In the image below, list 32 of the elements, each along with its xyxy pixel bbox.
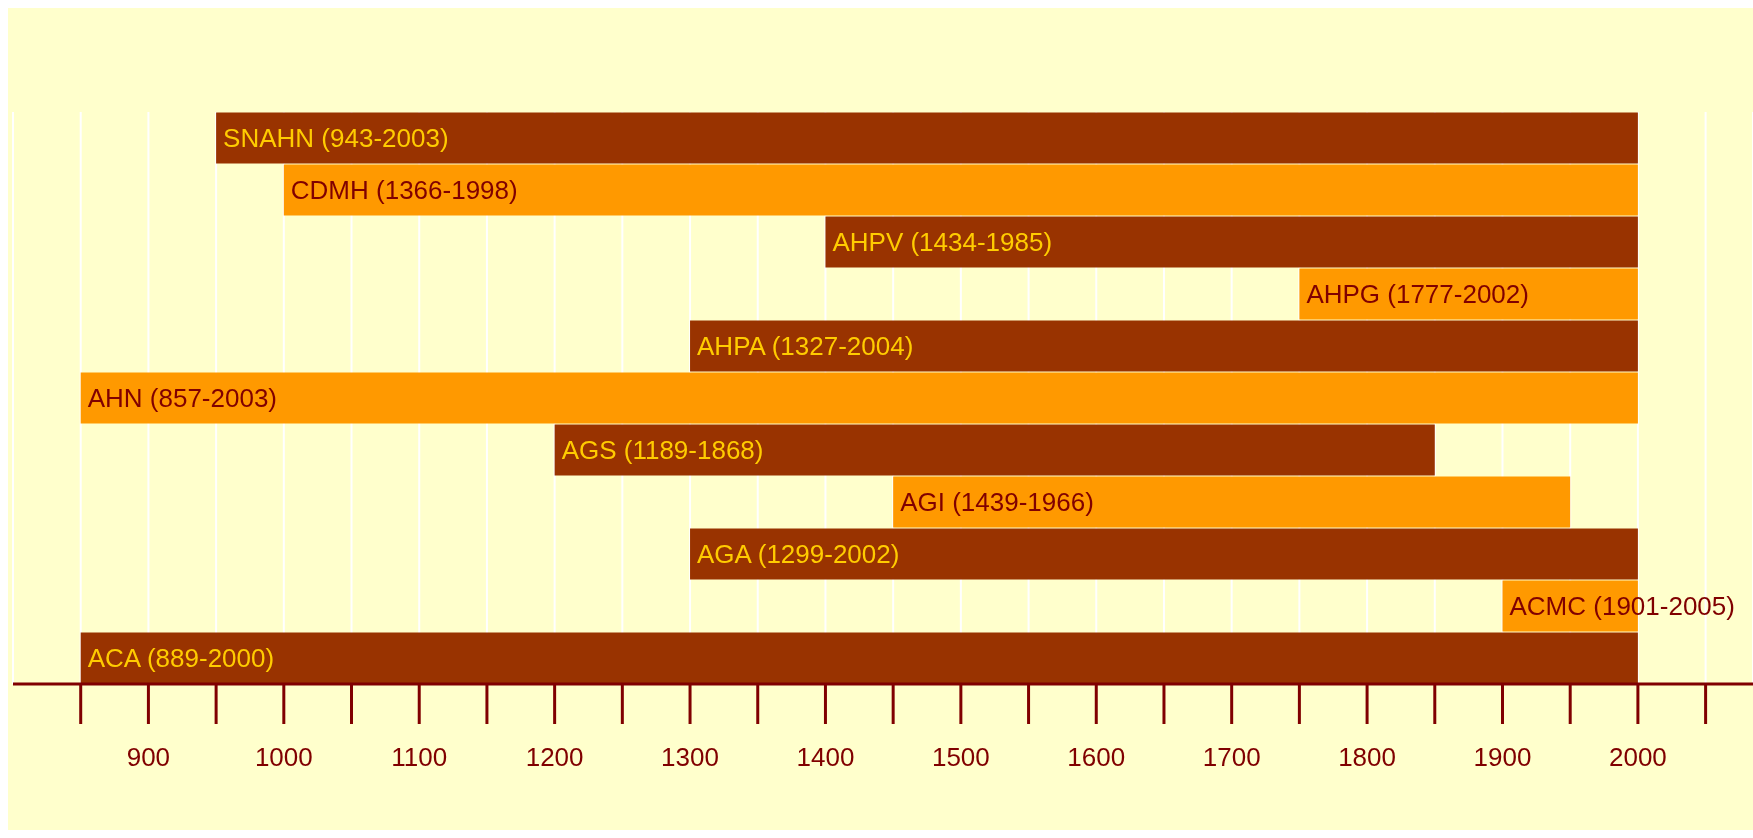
x-tick-label: 1700 (1202, 742, 1261, 772)
y-tick-label: ACA (889-2000) (87, 643, 275, 674)
y-tick-label: AHN (857-2003) (87, 383, 278, 414)
bar (690, 320, 1638, 372)
x-tick-label: 2000 (1608, 742, 1667, 772)
x-tick-label: 1600 (1067, 742, 1126, 772)
y-tick-label: AGS (1189-1868) (561, 435, 764, 466)
x-tick-label: 1500 (931, 742, 990, 772)
bar (80, 372, 1638, 424)
y-tick-label: AHPA (1327-2004) (697, 331, 914, 362)
y-tick-label: AGI (1439-1966) (900, 487, 1094, 518)
bar (554, 424, 1435, 476)
x-tick-label: 1100 (391, 742, 448, 772)
x-tick-label: 1000 (254, 742, 313, 772)
bar (893, 476, 1571, 528)
bar (80, 632, 1638, 684)
x-tick-label: 1800 (1338, 742, 1397, 772)
y-tick-label: SNAHN (943-2003) (223, 123, 449, 154)
bar (690, 528, 1638, 580)
bar (1299, 268, 1638, 320)
y-tick-label: AHPV (1434-1985) (832, 227, 1053, 258)
bar (825, 216, 1638, 268)
x-tick-label: 1400 (796, 742, 855, 772)
y-tick-label: AGA (1299-2002) (697, 539, 900, 570)
x-tick-label: 1300 (661, 742, 719, 772)
y-tick-label: AHPG (1777-2002) (1306, 279, 1529, 310)
bar (216, 112, 1638, 164)
y-tick-label: CDMH (1366-1998) (290, 175, 518, 206)
x-tick-label: 900 (126, 742, 171, 772)
x-tick-label: 1900 (1473, 742, 1532, 772)
x-tick-label: 1200 (525, 742, 584, 772)
bar (283, 164, 1638, 216)
